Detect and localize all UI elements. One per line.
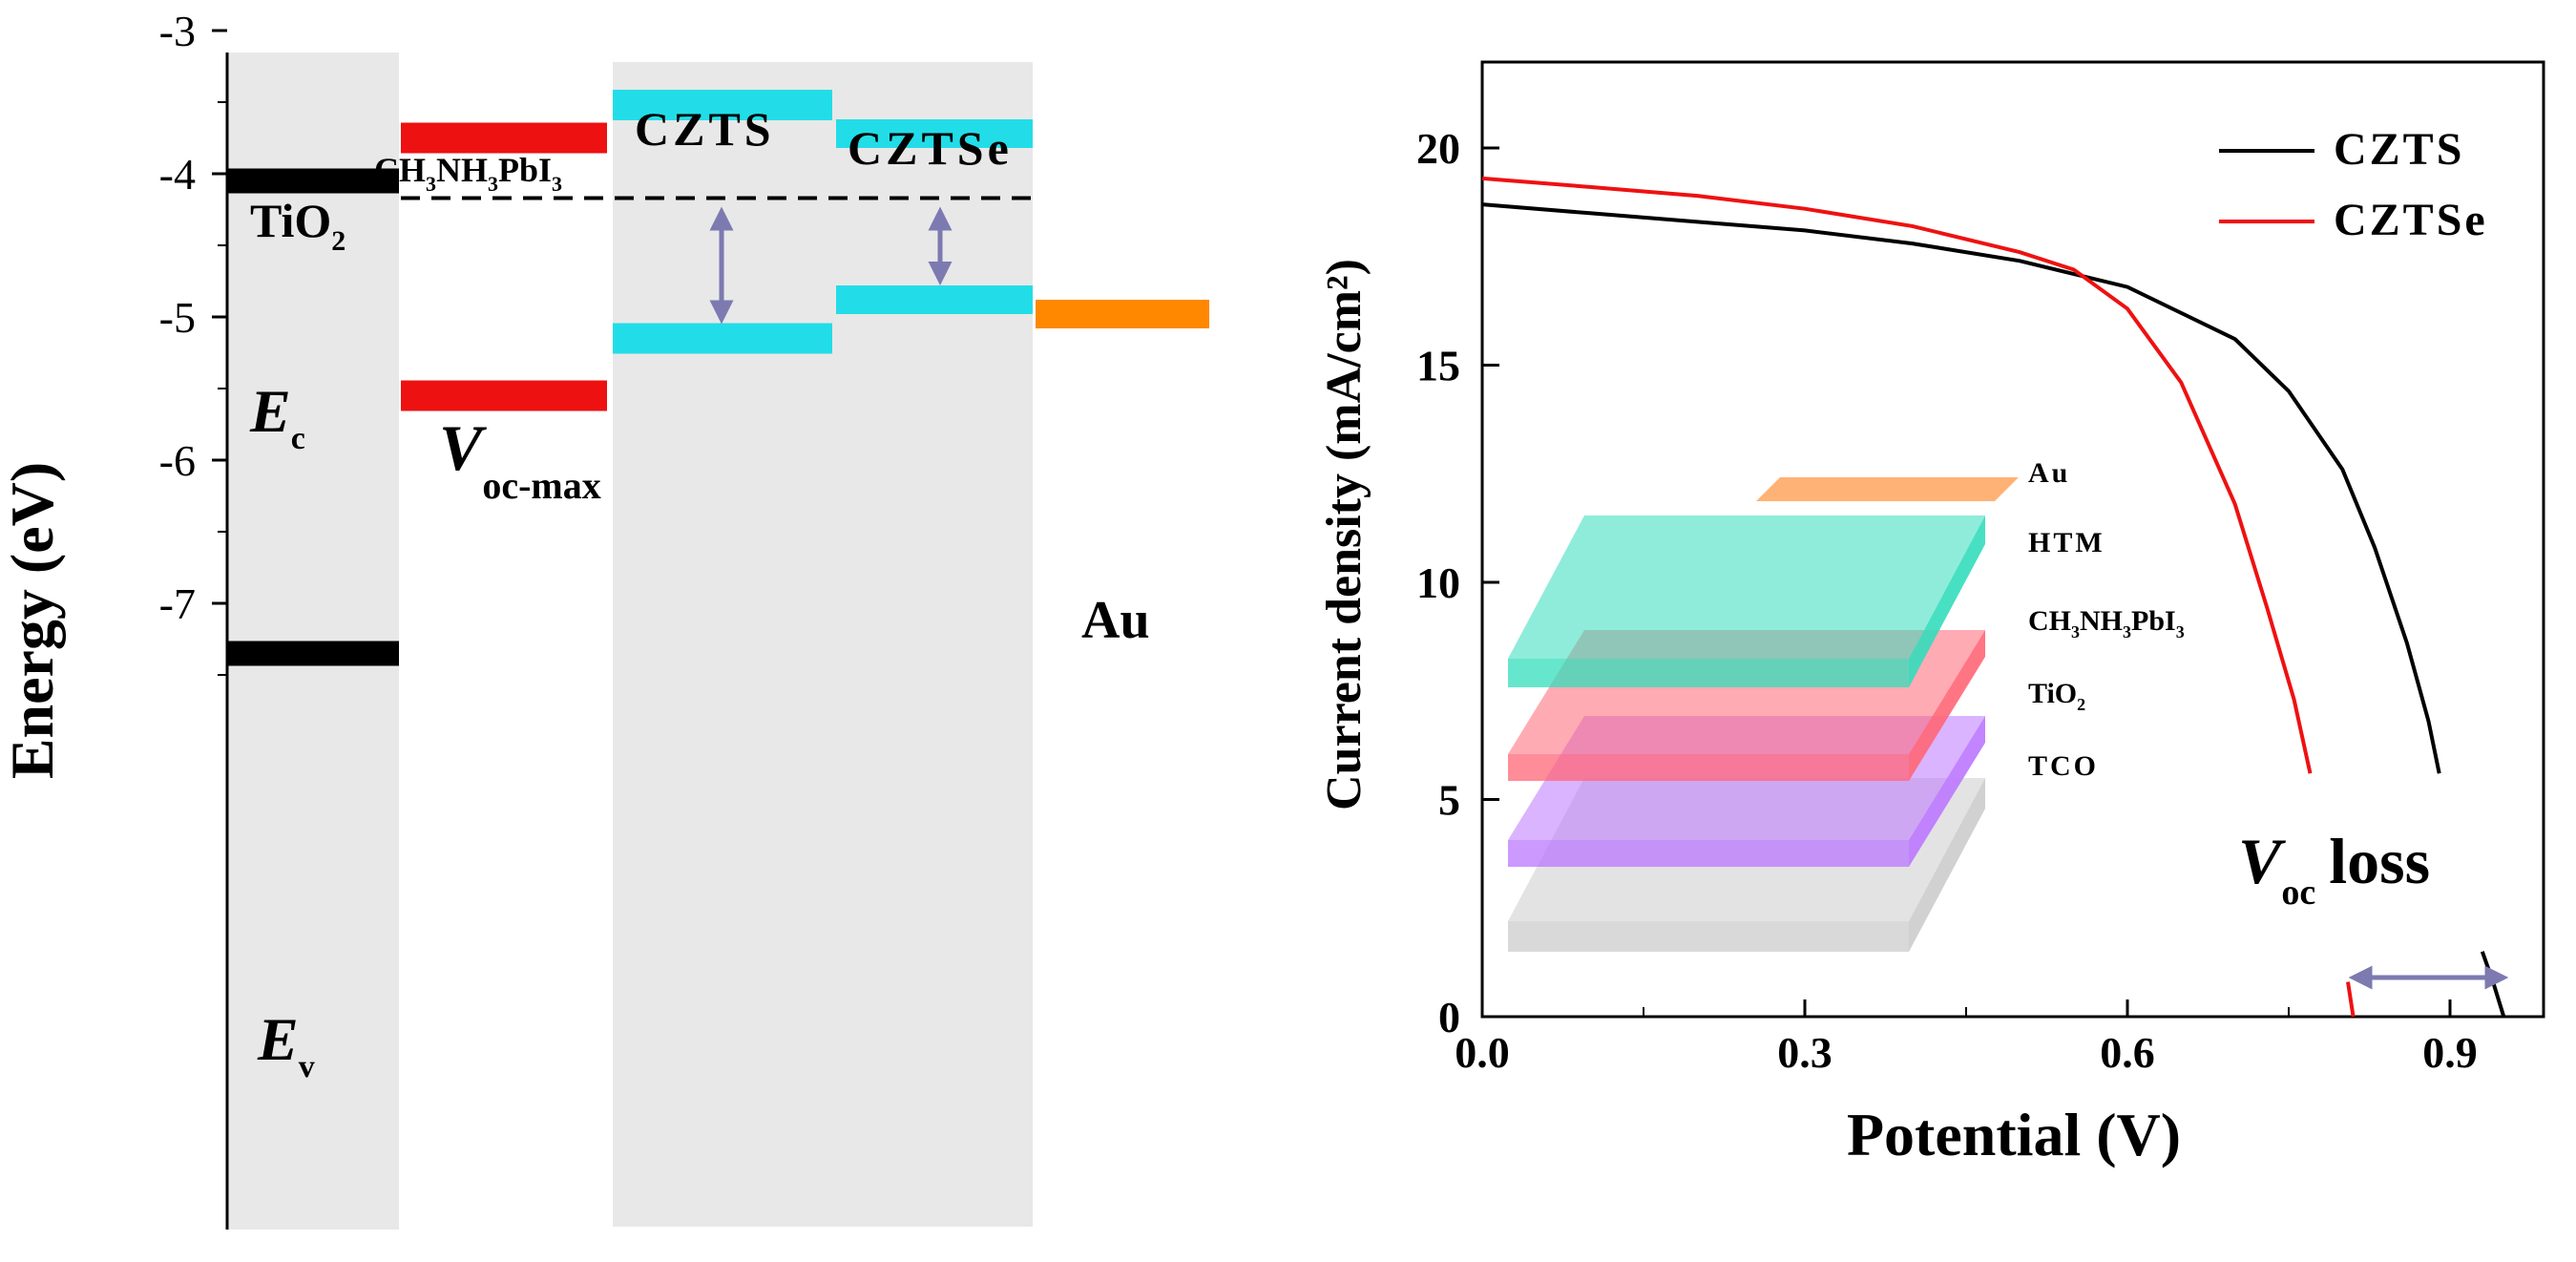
energy-levels — [227, 90, 1209, 666]
jv-y-label: Current density (mA/cm²) — [1317, 259, 1372, 810]
jv-y-tick-label: 15 — [1416, 342, 1460, 390]
inset-layer-side — [1909, 778, 1985, 952]
energy-y-tick-label: -5 — [159, 293, 196, 342]
jv-x-tick-label: 0.9 — [2422, 1028, 2478, 1077]
inset-layer-side — [1909, 716, 1985, 867]
jv-x-tick-label: 0.3 — [1777, 1028, 1833, 1077]
inset-layer-front — [1508, 754, 1909, 781]
au-label: Au — [1081, 591, 1150, 650]
inset-layer-front — [1508, 921, 1909, 952]
jv-y-tick-label: 10 — [1416, 558, 1460, 607]
voc-max-label: Voc-max — [439, 411, 601, 507]
energy-y-tick-label: -4 — [159, 150, 196, 199]
jv-y-tick-label: 5 — [1438, 776, 1460, 825]
series-line-czts — [1481, 202, 2441, 774]
inset-layer-top — [1508, 515, 1985, 659]
inset-label-2: CH3NH3PbI3 — [2028, 605, 2185, 642]
inset-layer-0 — [1756, 477, 2019, 501]
energy-level-bar-czts-0 — [613, 90, 832, 120]
jv-y-tick-label: 20 — [1416, 124, 1460, 173]
czts-label: CZTS — [635, 102, 775, 156]
jv-plot-frame — [1480, 60, 2545, 1019]
energy-y-tick-label: -3 — [159, 7, 196, 55]
inset-label-1: HTM — [2028, 527, 2105, 558]
energy-y-tick-label: -6 — [159, 436, 196, 485]
inset-layer-front — [1508, 659, 1909, 687]
energy-level-bar-au-0 — [1036, 300, 1209, 328]
jv-x-tick-label: 0.6 — [2100, 1028, 2155, 1077]
inset-layer-side — [1909, 630, 1985, 781]
energy-level-bar-tio-0 — [227, 168, 399, 194]
inset-layer-front — [1508, 840, 1909, 867]
inset-au-strip — [1756, 477, 2019, 501]
energy-level-bar-czts-1 — [613, 323, 832, 354]
energy-y-tick-label: -7 — [159, 579, 196, 628]
energy-y-ticks: -3 -4 -5 -6 -7 — [159, 7, 227, 676]
legend-label-czts: CZTS — [2334, 124, 2464, 175]
ec-label: Ec — [249, 377, 305, 456]
energy-y-label: Energy (eV) — [0, 462, 66, 779]
energy-level-bar-ch-0 — [401, 122, 607, 154]
energy-level-bar-tio-1 — [227, 641, 399, 666]
energy-level-bar-cztse-0 — [836, 119, 1033, 148]
voc-loss-label: Voc loss — [2238, 825, 2430, 913]
energy-level-bar-ch-1 — [401, 380, 607, 411]
jv-y-ticks: 0 5 10 15 20 — [1416, 124, 1499, 1041]
series-tail-1 — [2346, 981, 2356, 1018]
cztse-label: CZTSe — [848, 121, 1013, 175]
device-inset: Au HTM CH3NH3PbI3 TiO2 TCO — [1508, 457, 2185, 952]
inset-label-3: TiO2 — [2028, 678, 2085, 714]
energy-diagram: -3 -4 -5 -6 -7 Energy (eV) TiO2 CH3NH3PbI3 C… — [0, 7, 1209, 1230]
series-tail-0 — [2480, 951, 2506, 1018]
inset-label-4: TCO — [2028, 750, 2099, 782]
jv-x-tick-label: 0.0 — [1455, 1028, 1510, 1077]
jv-legend: CZTS CZTSe — [2219, 124, 2488, 245]
czts-background — [613, 62, 1033, 1227]
jv-x-label: Potential (V) — [1847, 1101, 2181, 1168]
jv-x-ticks: 0.0 0.3 0.6 0.9 — [1455, 999, 2478, 1077]
jv-chart: 0 5 10 15 20 0.0 0.3 0.6 0.9 Potential (V) Curr… — [1317, 60, 2545, 1168]
tio2-label: TiO2 — [250, 194, 346, 257]
series-line-cztse — [1481, 176, 2313, 774]
perovskite-label: CH3NH3PbI3 — [374, 151, 562, 196]
inset-layer-1 — [1508, 515, 1985, 687]
energy-level-bar-cztse-1 — [836, 285, 1033, 314]
inset-label-0: Au — [2028, 457, 2070, 489]
legend-label-cztse: CZTSe — [2334, 195, 2488, 245]
jv-y-tick-label: 0 — [1438, 993, 1460, 1041]
ev-label: Ev — [257, 1005, 315, 1084]
inset-layer-side — [1909, 515, 1985, 687]
